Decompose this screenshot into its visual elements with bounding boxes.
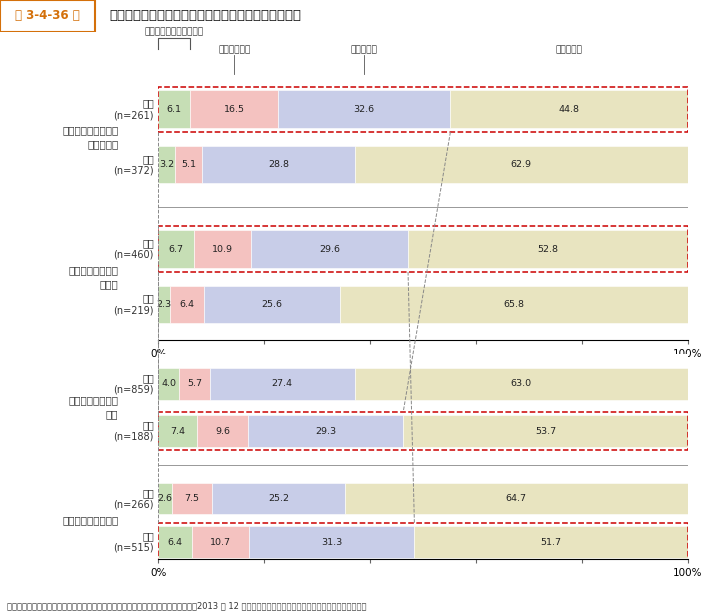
Bar	[408, 230, 688, 268]
Bar	[212, 483, 345, 514]
Text: 29.6: 29.6	[319, 245, 340, 254]
Bar	[158, 286, 170, 323]
Bar	[248, 416, 404, 447]
Bar	[252, 230, 408, 268]
Text: 28.8: 28.8	[268, 160, 289, 169]
Bar	[354, 368, 688, 400]
Text: 強み
(n=460): 強み (n=460)	[114, 238, 154, 260]
Bar	[158, 368, 179, 400]
Text: 51.7: 51.7	[541, 538, 562, 547]
FancyBboxPatch shape	[0, 0, 95, 32]
Text: 7.5: 7.5	[184, 494, 199, 503]
Text: 商品・サービスの
独自性: 商品・サービスの 独自性	[68, 265, 119, 289]
Bar	[202, 146, 354, 183]
Text: 27.4: 27.4	[271, 379, 292, 389]
Text: 4.0: 4.0	[161, 379, 176, 389]
Text: 62.9: 62.9	[510, 160, 531, 169]
Text: 7.4: 7.4	[170, 427, 186, 435]
Text: 関心はない: 関心はない	[555, 45, 582, 54]
Text: 44.8: 44.8	[558, 105, 579, 114]
Bar	[158, 416, 198, 447]
Text: 52.8: 52.8	[537, 245, 558, 254]
Bar	[158, 91, 191, 128]
Text: 検討している: 検討している	[218, 45, 250, 54]
Bar	[170, 286, 205, 323]
Text: 10.9: 10.9	[212, 245, 233, 254]
Text: 9.6: 9.6	[215, 427, 231, 435]
Text: 29.3: 29.3	[315, 427, 336, 435]
Bar	[158, 483, 172, 514]
Bar	[249, 527, 414, 558]
Text: 2.6: 2.6	[157, 494, 172, 503]
Text: 企業の強み・弱み別の、輸出未実施企業の輸出の方針: 企業の強み・弱み別の、輸出未実施企業の輸出の方針	[109, 9, 301, 22]
Text: 53.7: 53.7	[535, 427, 556, 435]
Bar	[191, 91, 278, 128]
Bar	[158, 523, 688, 562]
Bar	[158, 226, 688, 272]
Text: 弱み
(n=372): 弱み (n=372)	[113, 154, 154, 175]
Text: 第 3-4-36 図: 第 3-4-36 図	[15, 9, 80, 22]
Text: 関心はある: 関心はある	[351, 45, 378, 54]
Text: 弱み
(n=188): 弱み (n=188)	[114, 420, 154, 442]
Bar	[414, 527, 688, 558]
Text: 強み
(n=266): 強み (n=266)	[113, 488, 154, 509]
Text: 16.5: 16.5	[224, 105, 245, 114]
Text: 32.6: 32.6	[354, 105, 375, 114]
Text: 25.2: 25.2	[268, 494, 289, 503]
Text: 6.7: 6.7	[169, 245, 183, 254]
Text: 弱み
(n=515): 弱み (n=515)	[113, 531, 154, 553]
Bar	[345, 483, 688, 514]
Text: 31.3: 31.3	[321, 538, 342, 547]
Bar	[451, 91, 688, 128]
Bar	[340, 286, 688, 323]
Text: 25.6: 25.6	[262, 300, 283, 309]
Text: 6.4: 6.4	[167, 538, 183, 547]
Bar	[404, 416, 688, 447]
Bar	[192, 527, 249, 558]
Bar	[354, 146, 688, 183]
Bar	[205, 286, 340, 323]
Bar	[278, 91, 451, 128]
Text: 資料：中小企業庁委託「中小企業の海外展開の実態把握にかかるアンケート調査」（2013 年 12 月、損保ジャパン日本興亜リスクマネジメント（株））: 資料：中小企業庁委託「中小企業の海外展開の実態把握にかかるアンケート調査」（20…	[7, 601, 366, 610]
Text: 実施する準備をしている: 実施する準備をしている	[145, 28, 204, 37]
Text: 5.7: 5.7	[187, 379, 202, 389]
Bar	[209, 368, 354, 400]
Bar	[193, 230, 252, 268]
Text: 63.0: 63.0	[511, 379, 532, 389]
Text: 6.1: 6.1	[167, 105, 182, 114]
Text: 資金体力・財務基盤: 資金体力・財務基盤	[63, 516, 119, 525]
Text: 10.7: 10.7	[210, 538, 231, 547]
Text: 64.7: 64.7	[505, 494, 527, 503]
Bar	[158, 230, 193, 268]
Bar	[158, 527, 192, 558]
Bar	[158, 412, 688, 451]
Text: 65.8: 65.8	[503, 300, 524, 309]
Text: 強み
(n=859): 強み (n=859)	[113, 373, 154, 395]
Text: 安定した取引先・
商圏: 安定した取引先・ 商圏	[68, 395, 119, 419]
Bar	[175, 146, 202, 183]
Text: 新商品・サービスの
企画開発力: 新商品・サービスの 企画開発力	[63, 125, 119, 149]
Text: 5.1: 5.1	[181, 160, 196, 169]
Text: 6.4: 6.4	[180, 300, 195, 309]
Text: 3.2: 3.2	[159, 160, 174, 169]
Text: 弱み
(n=219): 弱み (n=219)	[113, 294, 154, 315]
Text: 強み
(n=261): 強み (n=261)	[113, 99, 154, 120]
Text: 2.3: 2.3	[157, 300, 172, 309]
Bar	[158, 146, 175, 183]
Bar	[158, 86, 688, 132]
Bar	[172, 483, 212, 514]
Bar	[198, 416, 248, 447]
Bar	[179, 368, 209, 400]
